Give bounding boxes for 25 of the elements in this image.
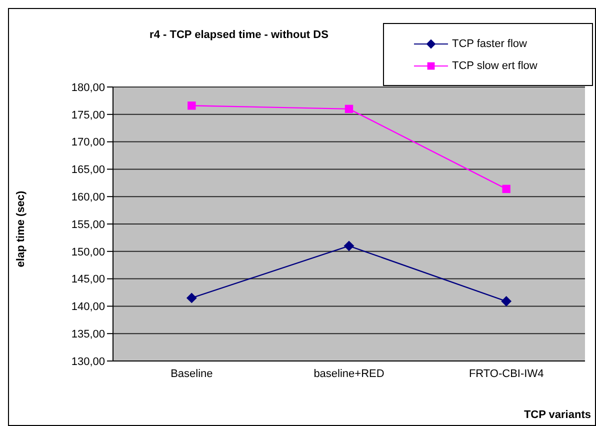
legend-label: TCP slow ert flow bbox=[452, 60, 538, 72]
point bbox=[344, 104, 354, 114]
y-tick-label: 130,00 bbox=[71, 356, 105, 368]
y-tick-label: 165,00 bbox=[71, 164, 105, 176]
point bbox=[502, 184, 510, 194]
point bbox=[188, 102, 196, 110]
y-axis-title: elap time (sec) bbox=[15, 190, 27, 268]
x-axis-title: TCP variants bbox=[524, 409, 591, 421]
y-tick-label: 150,00 bbox=[71, 246, 105, 258]
y-tick-label: 160,00 bbox=[71, 192, 105, 204]
y-tick-label: 140,00 bbox=[71, 301, 105, 314]
y-tick-label: 145,00 bbox=[71, 274, 105, 286]
y-tick-label: 135,00 bbox=[71, 328, 105, 341]
point bbox=[186, 292, 197, 303]
x-tick-label: Baseline bbox=[170, 368, 213, 380]
y-tick-label: 180,00 bbox=[71, 82, 105, 94]
point bbox=[501, 296, 512, 306]
legend-label: TCP faster flow bbox=[452, 38, 527, 50]
chart-title: r4 - TCP elapsed time - without DS bbox=[148, 29, 330, 41]
x-tick-label: baseline+RED bbox=[314, 368, 384, 380]
y-tick-label: 175,00 bbox=[71, 109, 105, 122]
y-tick-label: 170,00 bbox=[71, 136, 105, 149]
y-tick-label: 155,00 bbox=[71, 218, 105, 231]
x-tick-label: FRTO-CBI-IW4 bbox=[468, 368, 544, 380]
point bbox=[344, 240, 354, 251]
